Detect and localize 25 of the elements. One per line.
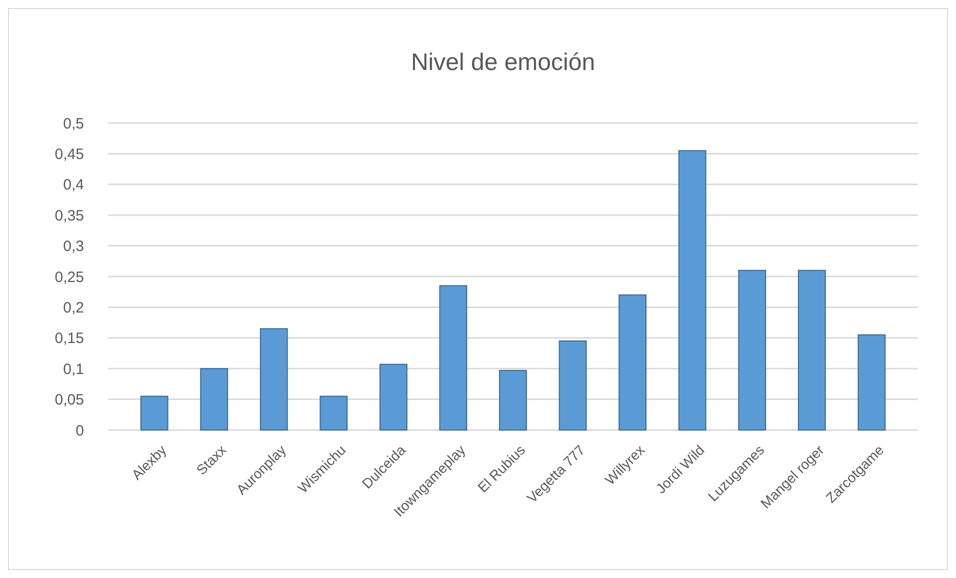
bar — [200, 368, 228, 430]
bar — [320, 396, 348, 430]
y-tick-label: 0,3 — [63, 238, 84, 256]
bar — [439, 285, 468, 430]
y-tick-label: 0,45 — [54, 146, 84, 163]
bar — [858, 334, 886, 430]
bar — [618, 294, 647, 430]
y-tick-label: 0,4 — [63, 176, 84, 194]
y-tick-label: 0,2 — [63, 299, 84, 316]
bar — [379, 364, 408, 430]
y-tick-label: 0,1 — [63, 360, 84, 378]
chart-title: Nivel de emoción — [410, 49, 596, 76]
y-tick-label: 0 — [76, 422, 84, 440]
y-tick-label: 0,15 — [54, 330, 84, 348]
bar — [558, 340, 587, 430]
y-tick-label: 0,05 — [54, 392, 84, 409]
y-tick-label: 0,25 — [54, 268, 84, 286]
y-tick-label: 0,35 — [54, 207, 84, 224]
bar — [260, 328, 288, 430]
bar — [798, 270, 826, 430]
bar — [140, 396, 168, 430]
bar — [738, 270, 766, 430]
bar — [499, 370, 527, 430]
bar — [678, 150, 706, 430]
y-tick-label: 0,5 — [63, 115, 84, 132]
